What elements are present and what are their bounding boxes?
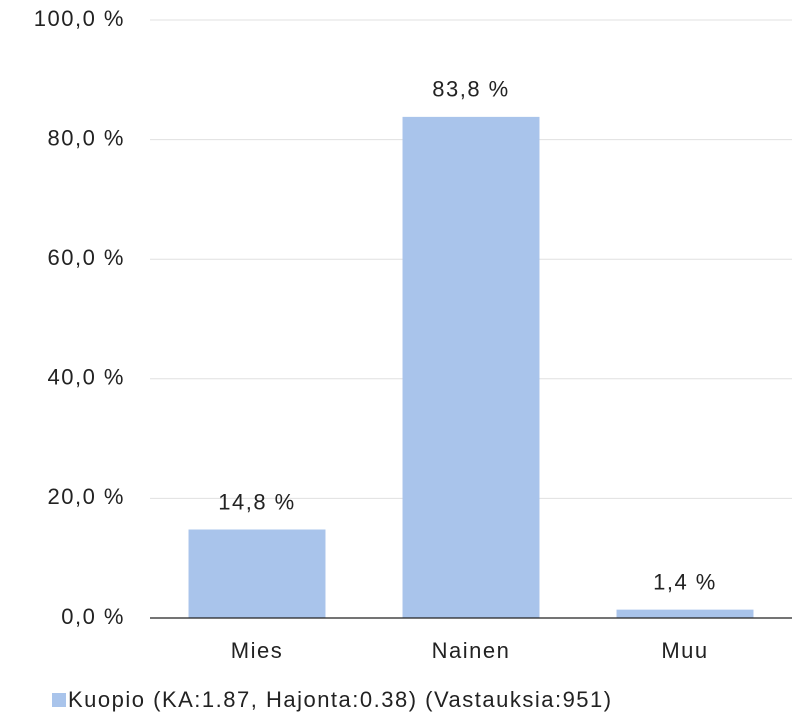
data-label: 83,8 % <box>432 77 510 102</box>
y-tick-label: 40,0 % <box>48 365 126 390</box>
bar <box>616 609 754 618</box>
y-tick-label: 60,0 % <box>48 245 126 270</box>
x-tick-label: Mies <box>231 638 283 663</box>
x-tick-label: Nainen <box>432 638 511 663</box>
y-tick-label: 100,0 % <box>34 6 125 31</box>
y-tick-label: 20,0 % <box>48 484 126 509</box>
y-tick-label: 80,0 % <box>48 125 126 150</box>
data-label: 1,4 % <box>653 569 717 594</box>
bar <box>188 529 326 618</box>
data-label: 14,8 % <box>218 489 296 514</box>
legend-label: Kuopio (KA:1.87, Hajonta:0.38) (Vastauks… <box>68 687 613 712</box>
x-tick-label: Muu <box>661 638 708 663</box>
legend-swatch <box>52 693 66 707</box>
bar <box>402 116 540 618</box>
y-tick-label: 0,0 % <box>61 604 125 629</box>
